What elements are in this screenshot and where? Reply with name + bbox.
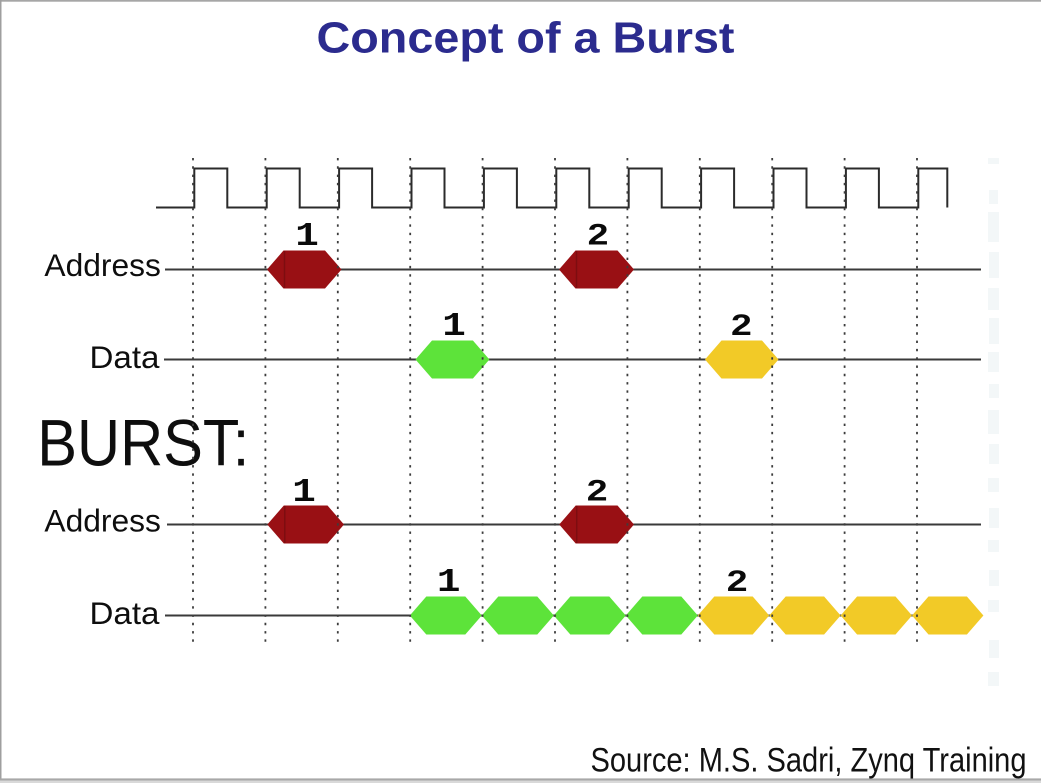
svg-text:Source: M.S. Sadri, Zynq Train: Source: M.S. Sadri, Zynq Training (591, 742, 1027, 780)
svg-text:1: 1 (437, 564, 461, 601)
svg-text:2: 2 (588, 218, 609, 251)
svg-text:1: 1 (295, 218, 319, 255)
svg-text:2: 2 (727, 565, 748, 598)
svg-text:Address: Address (44, 503, 161, 539)
svg-text:2: 2 (587, 474, 608, 507)
svg-text:BURST:: BURST: (37, 406, 249, 480)
svg-text:2: 2 (731, 309, 752, 342)
svg-text:Address: Address (44, 247, 161, 283)
svg-text:1: 1 (292, 474, 316, 511)
svg-text:Data: Data (90, 339, 160, 375)
svg-text:Data: Data (90, 595, 160, 631)
svg-text:1: 1 (442, 308, 466, 345)
svg-text:Concept of a Burst: Concept of a Burst (317, 13, 735, 62)
